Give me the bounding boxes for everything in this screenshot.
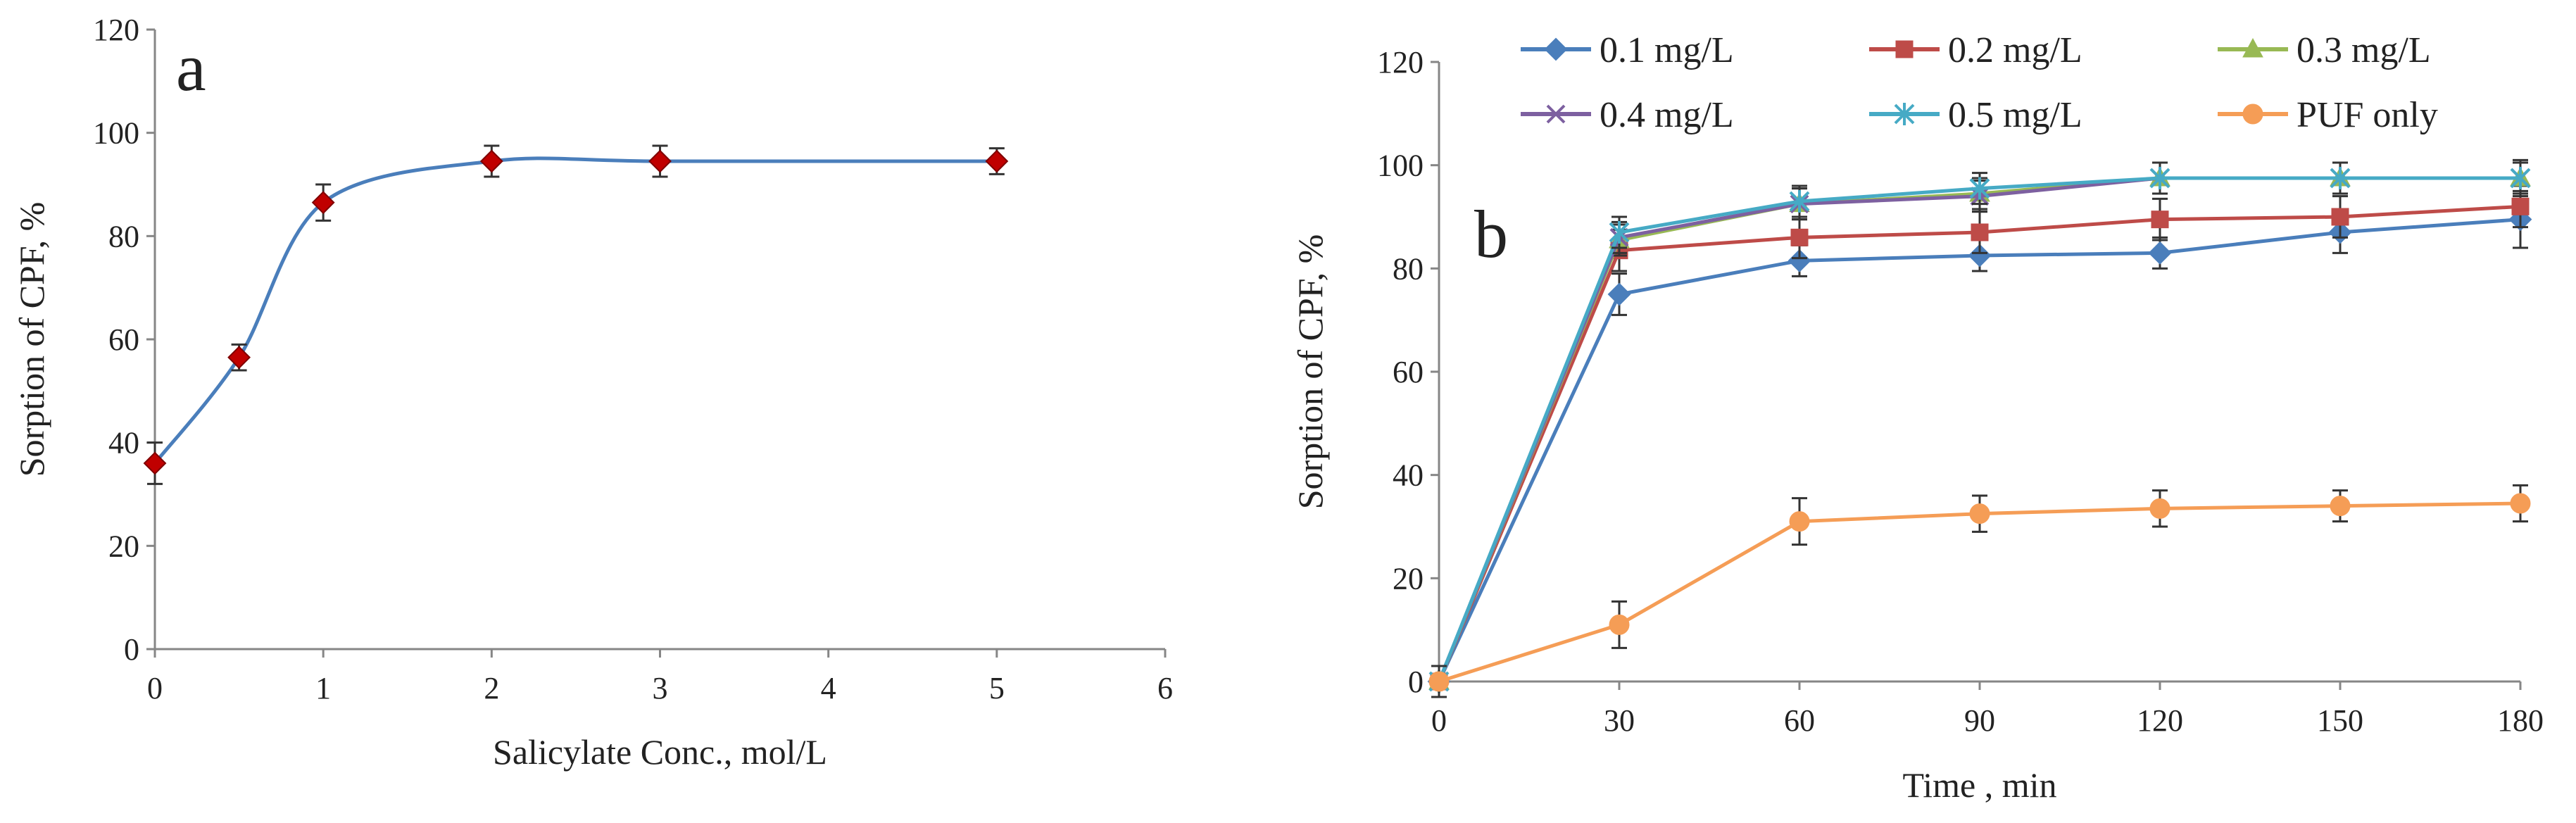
y-tick-label: 40 <box>108 426 139 460</box>
panel-a-chart: 0 20 40 60 80 100 120 0 1 2 3 4 5 6 a Salicylate Conc.,… <box>12 13 1173 772</box>
data-point <box>1789 511 1810 532</box>
data-point <box>1607 282 1631 306</box>
legend-label: 0.5 mg/L <box>1948 95 2082 135</box>
y-tick-label: 100 <box>93 116 139 151</box>
y-tick-label: 20 <box>108 529 139 563</box>
data-point <box>1609 614 1630 635</box>
y-tick-label: 80 <box>1393 251 1424 286</box>
legend-item: 0.5 mg/L <box>1869 95 2082 135</box>
series-line <box>153 156 997 465</box>
x-tick-label: 6 <box>1157 671 1173 705</box>
legend-marker <box>2242 103 2263 125</box>
y-tick-label: 0 <box>124 632 139 667</box>
data-point <box>2330 167 2351 189</box>
data-point <box>2149 498 2170 519</box>
x-axis-title: Time , min <box>1902 765 2056 805</box>
x-tick-label: 120 <box>2137 703 2183 738</box>
data-point <box>2510 493 2531 514</box>
legend-marker <box>2242 37 2263 58</box>
data-point <box>2510 167 2531 189</box>
data-point <box>2148 241 2172 265</box>
y-axis-title: Sorption of CPF, % <box>12 202 51 477</box>
x-axis-title: Salicylate Conc., mol/L <box>493 732 827 772</box>
data-point <box>2149 167 2170 189</box>
x-tick-label: 3 <box>653 671 668 705</box>
legend-marker <box>1895 40 1914 58</box>
x-tick-label: 0 <box>1431 703 1447 738</box>
y-tick-label: 80 <box>108 219 139 253</box>
data-point <box>143 451 167 475</box>
x-tick-label: 4 <box>821 671 836 705</box>
data-point <box>311 191 335 215</box>
data-point <box>1428 671 1450 692</box>
data-point <box>479 149 503 173</box>
legend-label: 0.1 mg/L <box>1600 30 1734 70</box>
panel-b-chart: 0 20 40 60 80 100 120 0 30 60 90 120 150 180 0.1 mg/L 0… <box>1290 30 2544 805</box>
x-tick-label: 0 <box>147 671 163 705</box>
data-point <box>2330 496 2351 517</box>
y-tick-label: 60 <box>1393 355 1424 389</box>
y-tick-label: 120 <box>1377 45 1424 80</box>
data-point <box>1789 190 1810 213</box>
data-point <box>1971 223 1989 241</box>
legend-label: PUF only <box>2297 95 2438 135</box>
legend-item: 0.2 mg/L <box>1869 30 2082 70</box>
data-point <box>227 346 251 370</box>
y-tick-label: 0 <box>1408 665 1424 699</box>
data-point <box>2151 211 2169 229</box>
x-tick-label: 150 <box>2317 703 2363 738</box>
legend-marker <box>1546 104 1566 124</box>
legend-label: 0.4 mg/L <box>1600 95 1734 135</box>
data-point <box>1790 228 1809 246</box>
panel-label: b <box>1474 196 1508 272</box>
y-tick-label: 40 <box>1393 458 1424 493</box>
data-point <box>985 149 1009 173</box>
y-tick-label: 100 <box>1377 149 1424 183</box>
panel-label: a <box>176 30 206 105</box>
legend-label: 0.3 mg/L <box>2297 30 2431 70</box>
legend-item: 0.4 mg/L <box>1521 95 1734 135</box>
data-point <box>1609 221 1630 244</box>
series-0-1-mg-l <box>1427 189 2532 698</box>
legend-marker <box>1894 103 1915 125</box>
x-tick-label: 90 <box>1964 703 1995 738</box>
legend-item: 0.1 mg/L <box>1521 30 1734 70</box>
y-tick-label: 60 <box>108 322 139 357</box>
x-tick-label: 2 <box>484 671 499 705</box>
data-point <box>1969 503 1990 524</box>
data-point <box>648 149 672 173</box>
y-tick-label: 120 <box>93 13 139 47</box>
legend-marker <box>1544 37 1568 61</box>
data-point <box>2331 208 2349 226</box>
x-tick-label: 60 <box>1784 703 1815 738</box>
legend-label: 0.2 mg/L <box>1948 30 2082 70</box>
data-point <box>1969 177 1990 200</box>
x-tick-label: 180 <box>2497 703 2544 738</box>
data-point <box>2511 197 2530 215</box>
y-axis-title: Sorption of CPF, % <box>1290 234 1330 510</box>
series-puf-only <box>1428 484 2531 698</box>
x-tick-label: 1 <box>315 671 331 705</box>
legend-item: PUF only <box>2218 95 2438 135</box>
x-tick-label: 30 <box>1604 703 1635 738</box>
legend-item: 0.3 mg/L <box>2218 30 2431 70</box>
x-tick-label: 5 <box>989 671 1005 705</box>
y-tick-label: 20 <box>1393 561 1424 596</box>
